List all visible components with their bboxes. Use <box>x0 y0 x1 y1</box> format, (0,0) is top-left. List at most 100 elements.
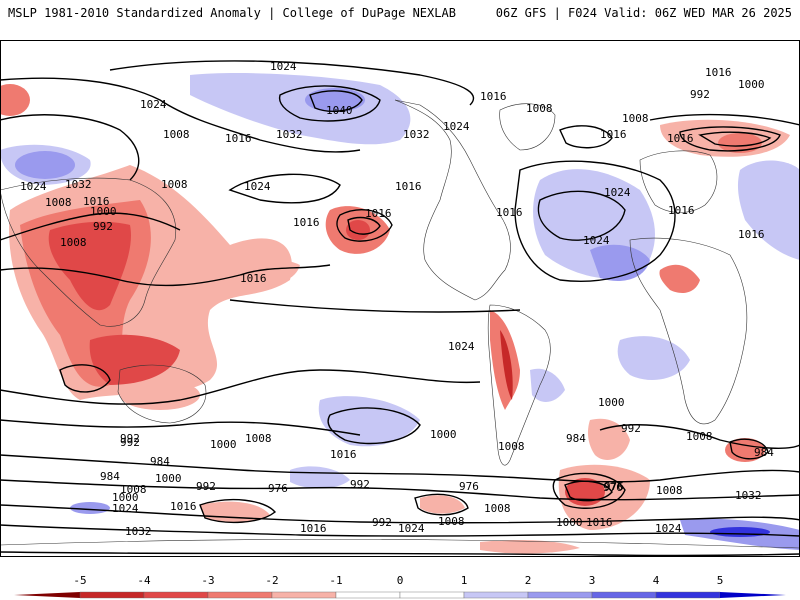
contour-label: 1008 <box>498 440 525 453</box>
contour-label: 1000 <box>155 472 182 485</box>
isobar-contour <box>414 493 469 516</box>
colorbar-tick-label: -2 <box>265 574 278 587</box>
africa-coastline <box>629 237 748 425</box>
contour-label: 1008 <box>484 502 511 515</box>
mslp-anomaly-map: 1024 1016 1000 992 1024 1040 1032 1008 1… <box>0 40 800 557</box>
colorbar-segment <box>527 591 593 599</box>
north-pacific-positive-anomaly <box>190 73 411 145</box>
colorbar-segment <box>143 591 209 599</box>
coastlines <box>0 99 800 549</box>
contour-label: 1016 <box>330 448 357 461</box>
eurasia-positive-anomaly <box>737 160 800 260</box>
colorbar-tick-label: -5 <box>73 574 86 587</box>
contour-label: 1016 <box>600 128 627 141</box>
contour-label: 1016 <box>705 66 732 79</box>
contour-label: 1000 <box>210 438 237 451</box>
map-title: MSLP 1981-2010 Standardized Anomaly | Co… <box>8 6 456 20</box>
contour-label: 1032 <box>125 525 152 538</box>
contour-labels: 1024 1016 1000 992 1024 1040 1032 1008 1… <box>20 60 774 538</box>
isobar-contour <box>564 480 613 502</box>
south-pacific-positive-anomaly <box>318 396 420 447</box>
contour-label: 1000 <box>112 491 139 504</box>
contour-label: 1008 <box>622 112 649 125</box>
north-pacific-high-core <box>305 88 365 112</box>
isobar-contour <box>0 212 181 241</box>
contour-label: 1024 <box>270 60 297 73</box>
colorbar-segment <box>271 591 337 599</box>
contour-label: 984 <box>754 446 774 459</box>
contour-label: 992 <box>120 432 140 445</box>
isobar-contour <box>552 472 626 509</box>
contour-label: 992 <box>690 88 710 101</box>
asia-coastline <box>0 177 177 327</box>
australia-coastline <box>117 364 207 424</box>
arctic-negative-anomaly <box>0 84 30 116</box>
contour-label: 1016 <box>586 516 613 529</box>
model-valid-time: 06Z GFS | F024 Valid: 06Z WED MAR 26 202… <box>495 6 792 20</box>
contour-label: 1024 <box>140 98 167 111</box>
contour-label: 1008 <box>60 236 87 249</box>
isobar-contour <box>347 216 381 235</box>
isobar-contour <box>59 364 111 393</box>
colorbar-segment <box>79 591 145 599</box>
contour-label: 992 <box>350 478 370 491</box>
negative-anomaly-shading <box>0 84 790 554</box>
contour-label: 1024 <box>112 502 139 515</box>
isobar-contour <box>649 113 800 126</box>
africa-negative-anomaly <box>659 264 700 293</box>
isobar-contour <box>229 299 521 313</box>
contour-label: 1008 <box>120 483 147 496</box>
contour-label: 1008 <box>45 196 72 209</box>
contour-label: 1032 <box>403 128 430 141</box>
isobar-contours <box>0 60 800 557</box>
contour-label: 1016 <box>293 216 320 229</box>
colorbar-extend-high <box>720 592 786 598</box>
contour-label: 1016 <box>667 132 694 145</box>
contour-label: 1024 <box>20 180 47 193</box>
isobar-contour <box>514 160 676 282</box>
contour-label: 1016 <box>480 90 507 103</box>
colorbar-tick-label: -4 <box>137 574 151 587</box>
antarctica-coastline <box>0 538 800 549</box>
colorbar-tick-label: 4 <box>653 574 660 587</box>
isobar-contour <box>0 551 800 557</box>
contour-label: 1024 <box>398 522 425 535</box>
contour-label: 1008 <box>438 515 465 528</box>
isobar-contour <box>0 504 800 524</box>
contour-label: 1032 <box>276 128 303 141</box>
andes-deep-negative-anomaly <box>500 330 513 400</box>
isobar-contour <box>0 479 800 501</box>
contour-label: 1024 <box>583 234 610 247</box>
contour-label: 1024 <box>443 120 470 133</box>
isobar-contour <box>559 125 613 149</box>
contour-label: 1024 <box>655 522 682 535</box>
contour-label: 1008 <box>245 432 272 445</box>
contour-label: 984 <box>100 470 120 483</box>
isobar-contour <box>0 419 361 436</box>
colorbar-tick-labels: -5 -4 -3 -2 -1 0 1 2 3 4 5 <box>73 574 723 587</box>
colorbar-segment <box>655 591 721 599</box>
contour-label: 1016 <box>83 195 110 208</box>
south-atlantic-negative-extension <box>587 418 630 460</box>
contour-label: 1008 <box>163 128 190 141</box>
contour-label: 1000 <box>430 428 457 441</box>
contour-label: 1016 <box>170 500 197 513</box>
contour-label: 1016 <box>225 132 252 145</box>
contour-label: 1000 <box>90 205 117 218</box>
contour-label: 1032 <box>735 489 762 502</box>
contour-label: 1032 <box>65 178 92 191</box>
contour-label: 1024 <box>604 186 631 199</box>
contour-label: 1016 <box>395 180 422 193</box>
isobar-contour <box>336 209 393 242</box>
isobar-contour <box>0 77 361 153</box>
colorbar-segment <box>207 591 273 599</box>
south-america-coastline <box>487 304 551 466</box>
siberia-high-core <box>15 151 75 179</box>
central-pacific-negative-anomaly <box>208 259 300 290</box>
isobar-contour <box>679 126 781 152</box>
contour-label: 1016 <box>668 204 695 217</box>
contour-label: 976 <box>459 480 479 493</box>
contour-label: 1008 <box>526 102 553 115</box>
contour-label: 1008 <box>161 178 188 191</box>
contour-label: 1000 <box>738 78 765 91</box>
